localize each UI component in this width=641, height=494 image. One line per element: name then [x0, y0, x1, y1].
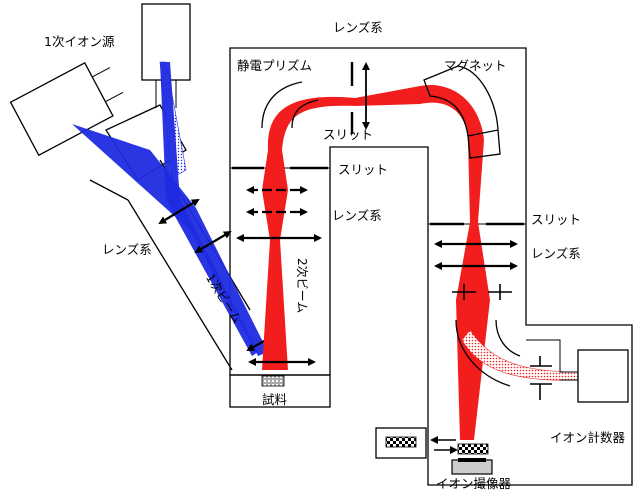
- primary-beam: [72, 61, 286, 356]
- label-primary-ion-source: 1次イオン源: [44, 34, 115, 49]
- slit-center: [350, 62, 370, 134]
- label-lens-system-secondary: レンズ系: [332, 208, 382, 223]
- sample: [261, 375, 285, 387]
- label-ion-counter: イオン計数器: [550, 430, 626, 445]
- label-ion-imager: イオン撮像器: [436, 476, 512, 491]
- label-sample: 試料: [262, 392, 288, 407]
- label-lens-system-left: レンズ系: [102, 242, 152, 257]
- ion-source-left: [9, 61, 114, 157]
- label-slit-center: スリット: [323, 127, 374, 142]
- label-slit-lower-right: スリット: [531, 212, 582, 227]
- magnet: [423, 65, 501, 159]
- label-lens-system-top: レンズ系: [333, 20, 383, 35]
- label-lens-system-lower-right: レンズ系: [531, 246, 581, 261]
- label-electrostatic-prism: 静電プリズム: [237, 58, 313, 73]
- sample-chamber: [229, 374, 331, 408]
- secondary-beam: [262, 84, 579, 440]
- label-secondary-beam: 2次ビーム: [295, 258, 309, 314]
- lens-system-secondary: [236, 186, 322, 366]
- label-magnet: マグネット: [444, 58, 507, 73]
- electrostatic-prism: [261, 81, 319, 129]
- lens-system-right: [434, 240, 521, 387]
- ion-counter: [526, 339, 629, 403]
- ion-imager: [375, 427, 493, 475]
- label-slit-upper-right: スリット: [338, 162, 389, 177]
